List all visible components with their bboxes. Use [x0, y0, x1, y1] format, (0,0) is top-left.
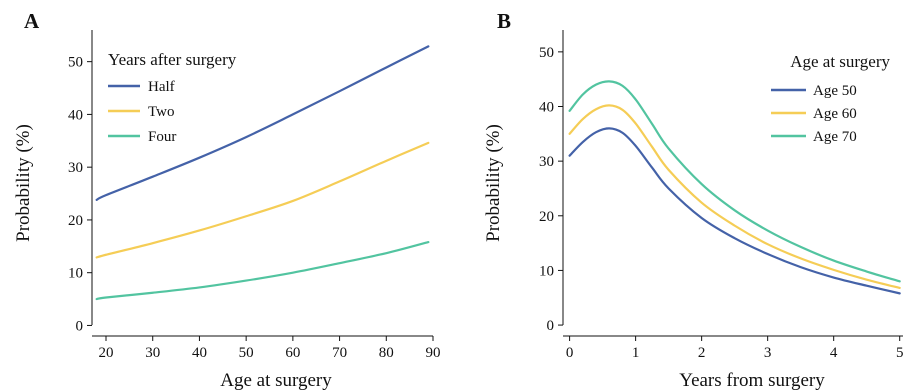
panel-a-x-tick-label: 20: [99, 345, 114, 361]
panel-b-legend-items: Age 50 Age 60 Age 70: [771, 83, 857, 145]
panel-b-x-tick-label: 0: [566, 345, 574, 361]
panel-a-legend-label-four: Four: [148, 129, 176, 145]
panel-b-y-tick-label: 20: [539, 209, 554, 225]
panel-b-legend-label-age-70: Age 70: [813, 129, 857, 145]
panel-a-legend-label-half: Half: [148, 79, 175, 95]
panel-b-legend: Age at surgery Age 50 Age 60 Age 70: [771, 52, 890, 145]
panel-a-y-tick-label: 50: [68, 55, 83, 71]
panel-a-y-tick-label: 40: [68, 107, 83, 123]
panel-a-series-line-four: [95, 240, 430, 301]
panel-a-x-ticks: 20 30 40 50 60 70 80 90: [99, 336, 441, 361]
panel-a-legend-title: Years after surgery: [108, 50, 237, 69]
panel-b-legend-title: Age at surgery: [790, 52, 890, 71]
panel-b-letter: B: [497, 9, 511, 33]
panel-a-y-ticks: 0 10 20 30 40 50: [68, 55, 92, 334]
panel-a-y-axis-title: Probability (%): [13, 124, 34, 242]
panel-a-y-tick-label: 20: [68, 213, 83, 229]
panel-b-x-tick-label: 1: [632, 345, 640, 361]
panel-b-y-tick-label: 40: [539, 100, 554, 116]
panel-a-legend: Years after surgery Half Two Four: [108, 50, 237, 145]
panel-b-x-tick-label: 2: [698, 345, 706, 361]
panel-a-x-tick-label: 70: [332, 345, 347, 361]
panel-a-series: [95, 45, 430, 301]
panel-a-x-tick-label: 50: [239, 345, 254, 361]
panel-a-letter: A: [24, 9, 40, 33]
panel-a-y-tick-label: 30: [68, 160, 83, 176]
panel-a-series-line-two: [95, 141, 430, 259]
panel-b-x-tick-label: 4: [830, 345, 838, 361]
panel-b-x-axis-title: Years from surgery: [679, 370, 825, 391]
panel-b-series-line-age-50: [568, 127, 901, 295]
panel-b-y-tick-label: 30: [539, 154, 554, 170]
panel-b-y-ticks: 0 10 20 30 40 50: [539, 45, 563, 334]
panel-b-series-line-age-70: [568, 80, 901, 283]
panel-a-legend-label-two: Two: [148, 104, 174, 120]
panel-b-years-from-surgery: B 0 10 20 30 40 50 0 1 2 3 4 5 Probability (%) Yea…: [483, 9, 903, 391]
panel-a-legend-items: Half Two Four: [108, 79, 176, 145]
panel-b-legend-label-age-60: Age 60: [813, 106, 857, 122]
panel-a-x-tick-label: 90: [426, 345, 441, 361]
panel-a-x-tick-label: 80: [379, 345, 394, 361]
panel-b-legend-label-age-50: Age 50: [813, 83, 857, 99]
panel-b-y-tick-label: 10: [539, 263, 554, 279]
panel-b-y-axis-title: Probability (%): [483, 124, 504, 242]
panel-b-x-tick-label: 5: [896, 345, 904, 361]
panel-a-y-tick-label: 10: [68, 266, 83, 282]
panel-b-y-tick-label: 50: [539, 45, 554, 61]
panel-b-series-line-age-60: [568, 104, 901, 290]
panel-b-x-tick-label: 3: [764, 345, 772, 361]
panel-b-y-tick-label: 0: [547, 318, 555, 334]
panel-a-x-tick-label: 40: [192, 345, 207, 361]
panel-a-y-tick-label: 0: [76, 318, 84, 334]
panel-a-age-at-surgery: A 0 10 20 30 40 50 20 30 40 50 60 70 80 90 Probabili…: [13, 9, 441, 391]
panel-b-x-ticks: 0 1 2 3 4 5: [566, 336, 904, 361]
panel-a-x-tick-label: 30: [145, 345, 160, 361]
panel-a-series-line-half: [95, 45, 430, 201]
panel-a-x-tick-label: 60: [285, 345, 300, 361]
panel-a-x-axis-title: Age at surgery: [220, 370, 332, 391]
panel-b-series: [568, 80, 901, 295]
